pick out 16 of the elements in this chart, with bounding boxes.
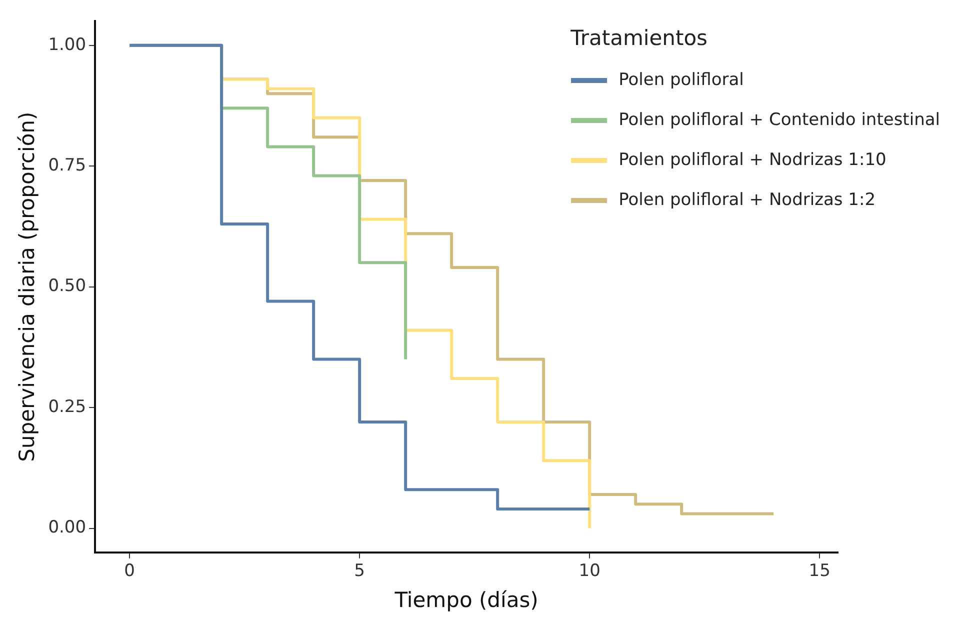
- y-tick-label: 1.00: [48, 34, 86, 55]
- x-tick-label: 10: [578, 561, 600, 582]
- y-tick-label: 0.75: [48, 155, 86, 176]
- y-tick-label: 0.25: [48, 396, 86, 417]
- y-tick-label: 0.00: [48, 518, 86, 538]
- legend-label: Polen polifloral: [618, 70, 744, 90]
- legend-label: Polen polifloral + Nodrizas 1:10: [618, 150, 886, 170]
- legend-title: Tratamientos: [570, 26, 708, 50]
- x-tick-label: 15: [808, 561, 830, 582]
- y-axis-title: Supervivencia diaria (proporción): [15, 112, 40, 462]
- x-axis-title: Tiempo (días): [394, 588, 538, 612]
- x-tick-label: 0: [124, 561, 135, 582]
- x-tick-label: 5: [354, 561, 365, 582]
- y-tick-label: 0.50: [48, 276, 86, 296]
- legend-label: Polen polifloral + Contenido intestinal: [618, 110, 940, 130]
- legend-label: Polen polifloral + Nodrizas 1:2: [618, 190, 876, 210]
